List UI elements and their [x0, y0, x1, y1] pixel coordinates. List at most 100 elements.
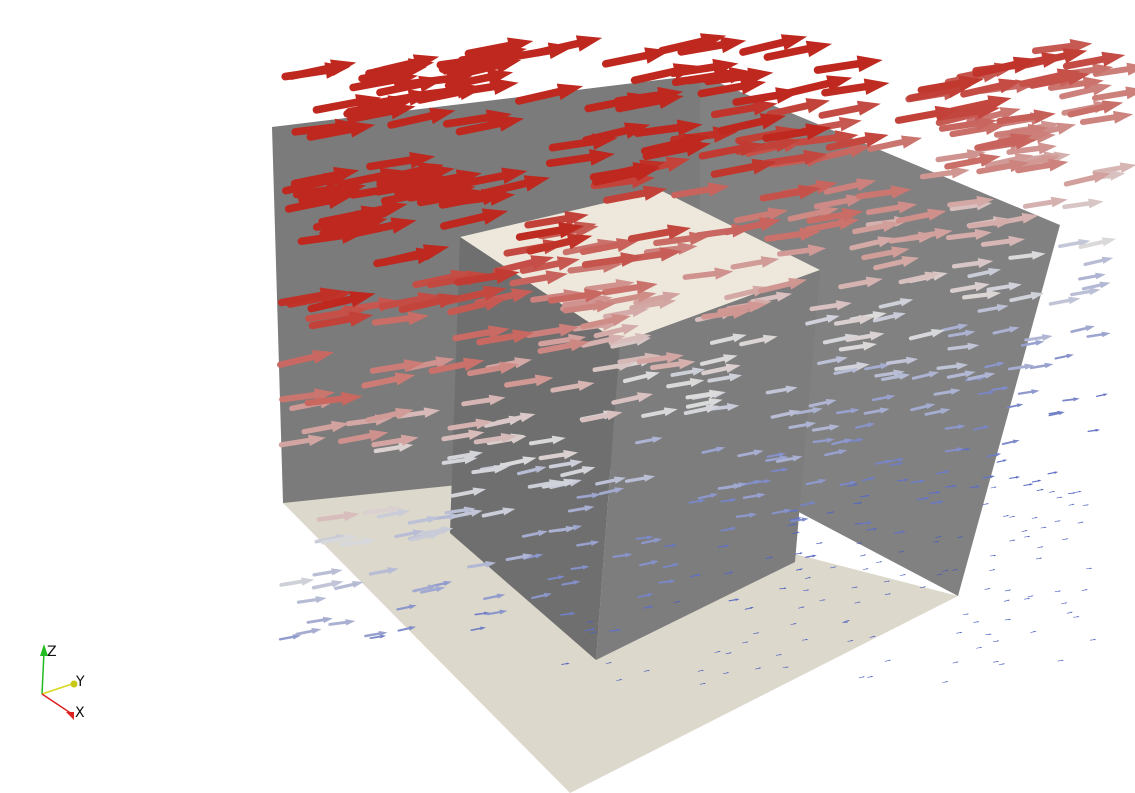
- vector-glyph-shaft: [846, 438, 860, 443]
- vector-glyph-shaft: [812, 438, 830, 444]
- vector-glyph-head: [543, 592, 552, 598]
- vector-glyph-head: [786, 666, 789, 668]
- vector-glyph-head: [1013, 515, 1016, 518]
- vector-glyph-shaft: [548, 461, 576, 469]
- vector-glyph-shaft: [1040, 527, 1046, 529]
- orientation-axes: Z Y X: [40, 644, 85, 721]
- vector-glyph-shaft: [990, 486, 996, 489]
- vector-glyph-head: [441, 178, 468, 195]
- vector-glyph-shaft: [808, 400, 831, 408]
- vector-glyph-head: [484, 611, 490, 616]
- vector-glyph-shaft: [952, 661, 958, 664]
- vector-glyph-head: [485, 560, 497, 568]
- vector-glyph-shaft: [730, 258, 769, 270]
- vector-glyph-head: [925, 497, 930, 500]
- vector-glyph-head: [647, 593, 654, 597]
- vector-glyph-shaft: [1059, 85, 1100, 100]
- vector-glyph-head: [732, 333, 747, 343]
- vector-glyph-shaft: [770, 411, 794, 419]
- vector-glyph-shaft: [720, 499, 734, 503]
- vector-glyph-shaft: [790, 623, 796, 625]
- vector-glyph-head: [803, 149, 828, 166]
- vector-glyph-head: [858, 502, 863, 505]
- vector-glyph-head: [835, 300, 852, 311]
- vector-glyph-head: [1101, 51, 1126, 67]
- vector-glyph-shaft: [282, 176, 335, 195]
- vector-glyph-shaft: [1091, 89, 1134, 102]
- vector-glyph-head: [860, 542, 863, 544]
- vector-glyph-head: [829, 424, 840, 431]
- vector-glyph-shaft: [481, 509, 508, 518]
- vector-glyph-shaft: [962, 613, 968, 615]
- vector-glyph-shaft: [920, 586, 925, 589]
- vector-glyph-head: [1058, 590, 1062, 592]
- vector-glyph-head: [1048, 158, 1069, 172]
- vector-glyph-head: [1002, 386, 1010, 391]
- x-axis-line: [41, 693, 73, 715]
- vector-glyph-shaft: [805, 577, 810, 579]
- vector-glyph-head: [1008, 235, 1025, 247]
- vector-glyph-head: [887, 580, 891, 582]
- vector-glyph-head: [782, 467, 789, 472]
- vector-glyph-head: [799, 552, 804, 555]
- vector-glyph-head: [591, 620, 594, 623]
- vector-glyph-shaft: [1062, 54, 1111, 70]
- vector-glyph-shaft: [867, 138, 910, 152]
- vector-glyph-shaft: [527, 480, 555, 489]
- vector-glyph-head: [1101, 100, 1124, 114]
- vector-glyph-shaft: [904, 230, 942, 242]
- vector-glyph-head: [966, 447, 971, 451]
- vector-glyph-head: [475, 418, 493, 430]
- vector-glyph-head: [899, 298, 914, 307]
- vector-glyph-head: [705, 404, 720, 413]
- vector-glyph-head: [480, 626, 486, 631]
- vector-glyph-head: [775, 291, 793, 302]
- vector-glyph-head: [1065, 602, 1068, 604]
- vector-glyph-shaft: [664, 544, 675, 548]
- vector-glyph-head: [566, 233, 593, 250]
- vector-glyph-head: [573, 221, 597, 236]
- vector-glyph-head: [407, 58, 435, 75]
- vector-glyph-head: [779, 654, 783, 656]
- vector-glyph-shaft: [723, 571, 732, 575]
- vector-glyph-head: [417, 162, 444, 179]
- vector-glyph-shaft: [817, 357, 841, 366]
- vector-glyph-shaft: [880, 374, 904, 382]
- vector-glyph-head: [834, 566, 837, 568]
- vector-glyph-head: [780, 34, 808, 51]
- vector-glyph-shaft: [1054, 354, 1070, 360]
- vector-glyph-shaft: [521, 531, 542, 538]
- vector-glyph-head: [925, 403, 936, 410]
- vector-glyph-head: [412, 529, 425, 537]
- vector-glyph-shaft: [642, 143, 696, 161]
- vector-glyph-shaft: [839, 481, 853, 486]
- vector-glyph-shaft: [984, 588, 990, 590]
- vector-glyph-shaft: [1020, 341, 1039, 347]
- vector-glyph-shaft: [666, 379, 696, 389]
- vector-glyph-shaft: [701, 447, 720, 454]
- vector-glyph-shaft: [790, 518, 805, 523]
- vector-glyph-head: [796, 517, 802, 520]
- vector-glyph-shaft: [717, 484, 738, 490]
- vector-glyph-head: [1101, 331, 1111, 338]
- vector-glyph-shaft: [387, 110, 440, 129]
- vector-glyph-shaft: [973, 426, 986, 431]
- vector-glyph-head: [1077, 616, 1080, 618]
- vector-glyph-head: [801, 517, 809, 522]
- vector-glyph-shaft: [714, 651, 720, 653]
- vector-glyph-shaft: [842, 621, 848, 624]
- vector-glyph-head: [996, 361, 1005, 367]
- vector-glyph-shaft: [1062, 398, 1076, 402]
- vector-glyph-shaft: [960, 81, 1008, 98]
- vector-glyph-head: [1126, 62, 1135, 76]
- vector-glyph-head: [747, 300, 767, 313]
- vector-glyph-head: [381, 201, 408, 218]
- vector-glyph-head: [864, 132, 889, 148]
- vector-glyph-shaft: [758, 280, 797, 294]
- vector-glyph-head: [1099, 281, 1111, 289]
- vector-glyph-head: [581, 466, 596, 475]
- vector-glyph-shaft: [1092, 65, 1135, 77]
- vector-glyph-head: [624, 552, 633, 558]
- vector-glyph-head: [930, 329, 945, 338]
